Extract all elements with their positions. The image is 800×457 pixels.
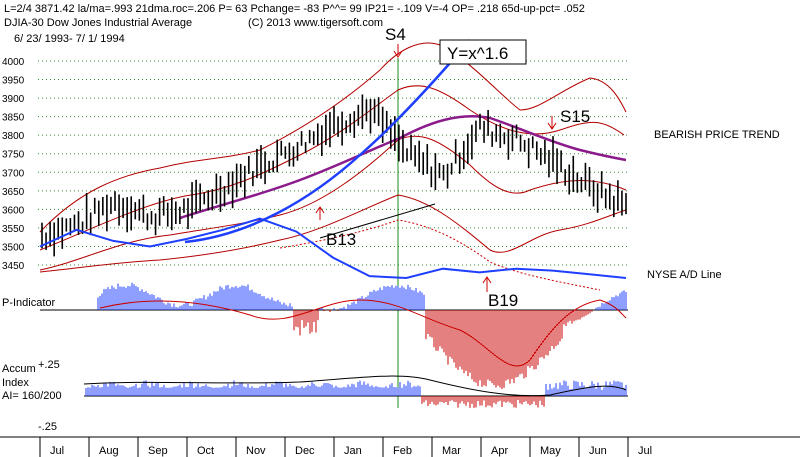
y-tick-3450: 3450 — [2, 261, 25, 272]
month-label-mar-8: Mar — [442, 445, 461, 457]
date-range: 6/ 23/ 1993- 7/ 1/ 1994 — [14, 33, 125, 45]
b19-arrow-head — [482, 276, 492, 284]
dotted-trend — [279, 219, 601, 291]
outer-upper-band — [39, 42, 627, 233]
ai-label: AI= 160/200 — [2, 390, 62, 402]
y-axis-tick-labels: 4000 3950 3900 3850 3800 3750 3700 3650 3600 3550… — [2, 57, 25, 272]
y-tick-3950: 3950 — [2, 76, 25, 87]
month-label-jul-12: Jul — [638, 445, 652, 457]
p-indicator-histogram — [97, 282, 627, 389]
y-tick-3500: 3500 — [2, 242, 25, 253]
bearish-trend-label: BEARISH PRICE TREND — [654, 129, 780, 141]
accum-ma — [83, 375, 627, 397]
lower-band — [39, 135, 627, 271]
accum-lower-tick: -.25 — [38, 421, 57, 433]
month-label-feb-7: Feb — [393, 445, 412, 457]
y-tick-3550: 3550 — [2, 224, 25, 235]
signal-b19: B19 — [488, 291, 518, 310]
month-label-dec-5: Dec — [295, 445, 315, 457]
accum-label: Accum — [2, 363, 36, 375]
y-tick-3600: 3600 — [2, 205, 25, 216]
y-tick-3800: 3800 — [2, 131, 25, 142]
b13-arrow-head — [315, 206, 325, 214]
accum-upper-tick: +.25 — [38, 359, 60, 371]
month-label-may-10: May — [540, 445, 561, 457]
s15-arrow-head — [547, 122, 557, 130]
y-tick-3750: 3750 — [2, 150, 25, 161]
p-indicator-label: P-Indicator — [2, 297, 56, 309]
month-label-oct-3: Oct — [197, 445, 214, 457]
index-label: Index — [2, 377, 29, 389]
copyright: (C) 2013 www.tigersoft.com — [248, 17, 383, 29]
formula-box — [439, 39, 527, 65]
y-tick-4000: 4000 — [2, 57, 25, 68]
outer-lower-band — [39, 194, 627, 273]
month-label-nov-4: Nov — [246, 445, 266, 457]
purple-moving-average — [179, 114, 627, 220]
y-tick-3900: 3900 — [2, 94, 25, 105]
signal-s15: S15 — [560, 107, 590, 126]
month-label-aug-1: Aug — [99, 445, 119, 457]
month-label-jan-6: Jan — [344, 445, 362, 457]
chart-title: DJIA-30 Dow Jones Industrial Average — [4, 17, 192, 29]
y-tick-3650: 3650 — [2, 187, 25, 198]
month-label-jun-11: Jun — [589, 445, 607, 457]
accum-index-histogram — [85, 380, 627, 408]
month-label-apr-9: Apr — [491, 445, 508, 457]
y-tick-3850: 3850 — [2, 113, 25, 124]
y-tick-3700: 3700 — [2, 168, 25, 179]
price-bars — [41, 94, 627, 257]
signal-b13: B13 — [326, 230, 356, 249]
header-stats: L=2/4 3871.42 la/ma=.993 21dma.roc=.206 … — [4, 3, 585, 15]
nyse-ad-line — [39, 217, 627, 280]
month-label-sep-2: Sep — [148, 445, 168, 457]
formula-label: Y=x^1.6 — [447, 44, 508, 63]
month-label-jul-0: Jul — [50, 445, 64, 457]
p-indicator-ma — [99, 299, 627, 367]
month-axis: Jul Aug Sep Oct Nov Dec Jan Feb Mar Apr May Jun Jul — [39, 437, 652, 457]
s4-arrow-head — [393, 50, 403, 58]
nyse-ad-label: NYSE A/D Line — [647, 269, 722, 281]
signal-s4: S4 — [385, 25, 406, 44]
b13-trendline — [319, 203, 436, 239]
parabolic-curve — [184, 39, 471, 244]
